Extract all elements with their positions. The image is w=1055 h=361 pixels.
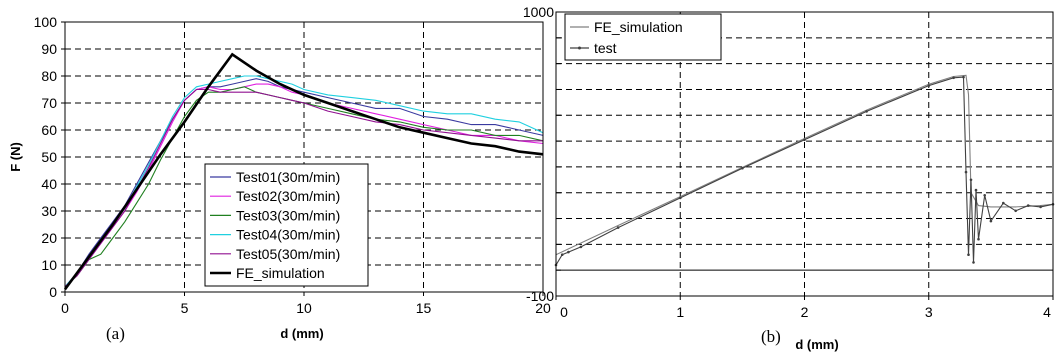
- y-tick-label-a: 80: [41, 68, 57, 84]
- y-tick-label-a: 0: [49, 284, 57, 300]
- legend-entry-a: Test04(30m/min): [236, 227, 340, 243]
- series-point-b-test: [969, 178, 973, 182]
- y-tick-label-a: 90: [41, 41, 57, 57]
- legend-entry-b: test: [594, 40, 617, 56]
- series-point-b-test: [974, 188, 978, 192]
- x-tick-label-b: 0: [560, 304, 568, 320]
- y-tick-label-a: 10: [41, 257, 57, 273]
- series-point-b-test: [964, 170, 968, 174]
- y-tick-label-a: 100: [34, 14, 58, 30]
- series-point-b-test: [579, 245, 583, 249]
- legend-entry-b: FE_simulation: [594, 19, 683, 35]
- x-tick-label-b: 3: [925, 304, 933, 320]
- legend-entry-a: Test03(30m/min): [236, 207, 340, 223]
- y-tick-label-a: 60: [41, 122, 57, 138]
- x-tick-label-a: 20: [535, 300, 551, 316]
- series-point-b-test: [967, 253, 970, 256]
- series-line-test05-30m-min-: [64, 88, 543, 288]
- legend-entry-a: Test02(30m/min): [236, 188, 340, 204]
- x-tick-label-a: 15: [416, 300, 432, 316]
- series-line-fe-simulation: [63, 52, 544, 291]
- legend-entry-a: Test05(30m/min): [236, 246, 340, 262]
- series-point-b-test: [989, 219, 993, 223]
- series-point-b-test: [616, 226, 620, 229]
- x-tick-label-b: 1: [676, 304, 684, 320]
- x-tick-label-b: 4: [1043, 304, 1051, 320]
- series-point-b-test: [679, 196, 682, 200]
- chart-panel-a: 0 10 20 30 40 50 60 70 80 90 100 0 5 10 15 20 d (mm) F (N…: [8, 14, 551, 343]
- series-point-b-test: [977, 237, 980, 241]
- x-axis-label-b: d (mm): [795, 337, 838, 352]
- series-point-b-test: [972, 261, 975, 264]
- series-line-test03-30m-min-: [64, 86, 544, 288]
- y-tick-label-a: 70: [41, 95, 57, 111]
- series-point-b-test: [803, 138, 806, 142]
- legend-entry-a: FE_simulation: [236, 265, 325, 281]
- panel-label-b: (b): [761, 327, 781, 346]
- y-tick-label-b-bottom: -100: [526, 288, 554, 304]
- series-point-b-test: [567, 250, 570, 254]
- series-point-b-test: [1002, 201, 1005, 205]
- series-line-b-fe-simulation: [555, 74, 1054, 256]
- x-tick-label-a: 5: [181, 300, 189, 316]
- series-point-b-test: [952, 76, 955, 80]
- y-tick-label-b-top: 1000: [523, 4, 554, 20]
- x-tick-label-b: 2: [801, 304, 809, 320]
- series-point-b-test: [962, 75, 965, 79]
- panel-label-a: (a): [106, 324, 125, 343]
- y-tick-label-a: 50: [41, 149, 57, 165]
- series-point-b-test: [1014, 209, 1017, 213]
- legend-marker-b: [578, 46, 581, 50]
- series-point-b-test: [927, 84, 931, 87]
- y-axis-label-a: F (N): [8, 142, 23, 172]
- legend-b: [564, 13, 722, 61]
- series-point-b-test: [1026, 204, 1030, 207]
- series-point-b-test: [560, 253, 564, 256]
- x-axis-label-a: d (mm): [280, 326, 323, 341]
- series-point-b-test: [865, 110, 868, 113]
- x-tick-label-a: 0: [61, 300, 69, 316]
- y-tick-label-a: 20: [41, 230, 57, 246]
- y-tick-label-a: 40: [41, 176, 57, 192]
- legend-entry-a: Test01(30m/min): [236, 169, 340, 185]
- y-tick-label-a: 30: [41, 203, 57, 219]
- x-tick-label-a: 10: [296, 300, 312, 316]
- series-point-b-test: [983, 194, 986, 197]
- series-point-b-test: [741, 166, 744, 170]
- legend-a: [204, 163, 369, 287]
- series-point-b-test: [1039, 205, 1042, 209]
